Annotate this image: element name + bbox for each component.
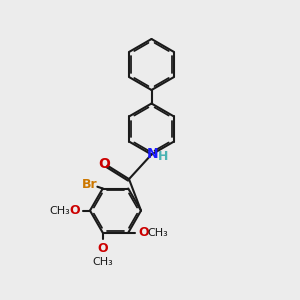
Text: H: H [158,150,168,163]
Text: O: O [98,242,108,255]
Text: CH₃: CH₃ [50,206,70,216]
Text: N: N [146,148,158,161]
Text: O: O [139,226,149,239]
Text: CH₃: CH₃ [92,257,113,267]
Text: O: O [98,157,110,171]
Text: Br: Br [82,178,98,191]
Text: O: O [69,204,80,217]
Text: CH₃: CH₃ [148,228,169,238]
